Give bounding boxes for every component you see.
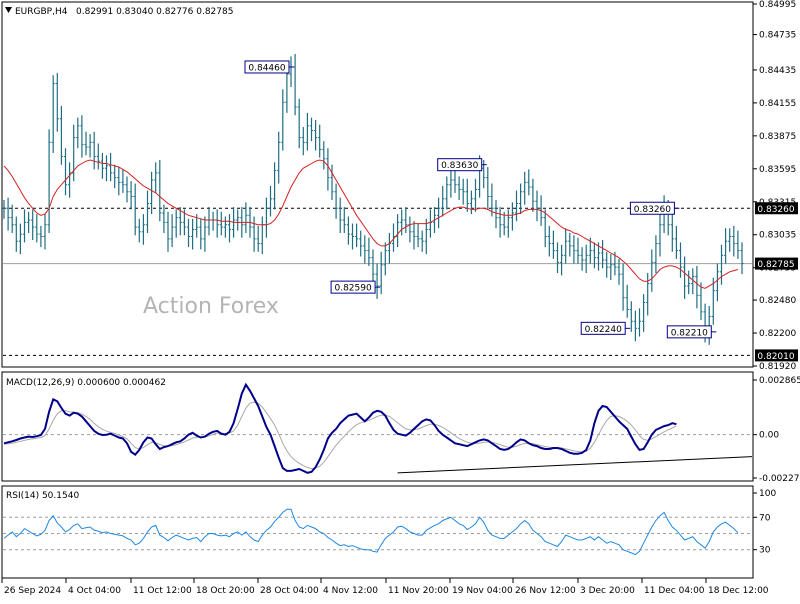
x-tick-label: 26 Sep 2024 xyxy=(4,586,61,596)
x-axis-ticks: 26 Sep 2024 4 Oct 04:00 11 Oct 12:00 18 Oct… xyxy=(1,578,769,596)
x-tick-label: 26 Nov 12:00 xyxy=(515,586,576,596)
price-series-layer xyxy=(2,54,744,345)
price-y-tick-label: 0.84735 xyxy=(759,31,796,41)
price-y-tick-label: 0.84155 xyxy=(759,99,796,109)
annotation-label: 0.84460 xyxy=(248,63,285,73)
price-y-tick-label: 0.83595 xyxy=(759,165,796,175)
annotation-label: 0.82210 xyxy=(671,328,708,338)
x-tick-label: 28 Oct 04:00 xyxy=(260,586,319,596)
macd-y-tick-label: 0.002865 xyxy=(759,376,800,386)
rsi-panel-frame xyxy=(1,485,754,579)
level-value-label: 0.83260 xyxy=(757,205,794,215)
price-y-tick-label: 0.81920 xyxy=(759,362,796,372)
watermark: Action Forex xyxy=(143,294,279,319)
annotation-box xyxy=(330,280,376,294)
macd-trendline xyxy=(397,456,753,474)
x-tick-label: 18 Dec 12:00 xyxy=(708,586,769,596)
moving-average-line xyxy=(3,159,739,289)
rsi-header: RSI(14) 50.1540 xyxy=(6,491,79,501)
macd-signal-line xyxy=(3,401,677,470)
level-value-label: 0.82785 xyxy=(757,260,794,270)
macd-layer xyxy=(3,382,753,474)
annotation-label: 0.82240 xyxy=(585,325,622,335)
x-tick-label: 3 Dec 20:00 xyxy=(580,586,635,596)
x-tick-label: 11 Oct 12:00 xyxy=(133,586,192,596)
x-tick-label: 11 Nov 20:00 xyxy=(388,586,449,596)
macd-header: MACD(12,26,9) 0.000600 0.000462 xyxy=(6,378,166,388)
rsi-y-tick-label: 70 xyxy=(759,513,771,523)
annotation-box xyxy=(629,201,675,215)
x-tick-label: 11 Dec 04:00 xyxy=(644,586,705,596)
annotation-label: 0.83630 xyxy=(441,161,478,171)
level-value-box xyxy=(755,202,798,215)
level-value-box xyxy=(755,349,798,362)
macd-y-tick-label: 0.00 xyxy=(759,431,779,441)
price-y-tick-label: 0.83035 xyxy=(759,231,796,241)
rsi-layer xyxy=(3,508,752,556)
rsi-line xyxy=(3,508,739,556)
rsi-y-tick-label: 30 xyxy=(759,546,771,556)
annotation-box xyxy=(580,321,626,335)
annotation-box xyxy=(244,60,290,74)
x-tick-label: 4 Nov 12:00 xyxy=(323,586,378,596)
rsi-y-tick-label: 100 xyxy=(759,489,776,499)
price-y-tick-label: 0.82200 xyxy=(759,329,796,339)
symbol-label: EURGBP,H4 xyxy=(15,7,68,17)
level-value-box xyxy=(755,257,798,270)
ohlc-values: 0.82991 0.83040 0.82776 0.82785 xyxy=(76,7,233,17)
price-y-tick-label: 0.82480 xyxy=(759,296,796,306)
macd-panel-frame xyxy=(1,371,754,482)
price-y-tick-label: 0.83875 xyxy=(759,132,796,142)
annotation-label: 0.82590 xyxy=(334,284,371,294)
annotation-box xyxy=(666,325,712,339)
macd-main-line xyxy=(3,382,677,474)
price-y-tick-label: 0.84435 xyxy=(759,66,796,76)
x-tick-label: 18 Oct 20:00 xyxy=(196,586,255,596)
swing-annotations: 0.84460 0.82590 0.83630 0.83260 0.82240 0.822… xyxy=(244,60,717,339)
x-tick-label: 19 Nov 04:00 xyxy=(452,586,513,596)
collapse-triangle-icon[interactable] xyxy=(5,7,12,13)
level-value-label: 0.82010 xyxy=(757,352,794,362)
annotation-label: 0.83260 xyxy=(634,205,671,215)
x-tick-label: 4 Oct 04:00 xyxy=(68,586,121,596)
price-panel-frame xyxy=(1,1,754,368)
y-axis-ticks: 0.84995 0.84735 0.84435 0.84155 0.83875 0.835… xyxy=(753,0,800,556)
moving-average-layer xyxy=(3,159,739,289)
annotation-box xyxy=(437,158,483,172)
price-header: EURGBP,H4 0.82991 0.83040 0.82776 0.8278… xyxy=(5,7,233,17)
price-y-tick-label: 0.84995 xyxy=(759,0,796,10)
